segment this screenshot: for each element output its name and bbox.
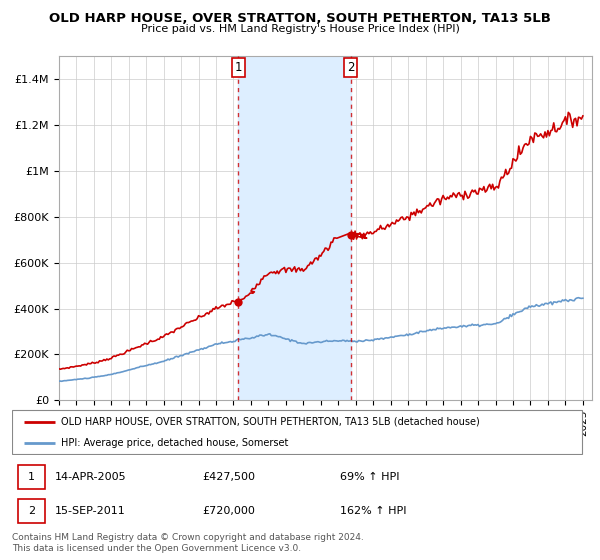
Text: OLD HARP HOUSE, OVER STRATTON, SOUTH PETHERTON, TA13 5LB (detached house): OLD HARP HOUSE, OVER STRATTON, SOUTH PET… bbox=[61, 417, 480, 427]
Text: 69% ↑ HPI: 69% ↑ HPI bbox=[340, 472, 400, 482]
Bar bbox=[238, 56, 351, 400]
Text: 1: 1 bbox=[28, 472, 35, 482]
Text: 14-APR-2005: 14-APR-2005 bbox=[55, 472, 127, 482]
Text: 15-SEP-2011: 15-SEP-2011 bbox=[55, 506, 126, 516]
Text: Contains HM Land Registry data © Crown copyright and database right 2024.
This d: Contains HM Land Registry data © Crown c… bbox=[12, 533, 364, 553]
Text: £720,000: £720,000 bbox=[202, 506, 255, 516]
Text: 1: 1 bbox=[235, 61, 242, 74]
Text: 2: 2 bbox=[28, 506, 35, 516]
Text: 2: 2 bbox=[347, 61, 355, 74]
Text: OLD HARP HOUSE, OVER STRATTON, SOUTH PETHERTON, TA13 5LB: OLD HARP HOUSE, OVER STRATTON, SOUTH PET… bbox=[49, 12, 551, 25]
Text: HPI: Average price, detached house, Somerset: HPI: Average price, detached house, Some… bbox=[61, 438, 289, 448]
Bar bbox=[18, 499, 46, 523]
Text: Price paid vs. HM Land Registry's House Price Index (HPI): Price paid vs. HM Land Registry's House … bbox=[140, 24, 460, 34]
Text: £427,500: £427,500 bbox=[202, 472, 255, 482]
Text: 162% ↑ HPI: 162% ↑ HPI bbox=[340, 506, 407, 516]
FancyBboxPatch shape bbox=[12, 410, 582, 454]
Bar bbox=[18, 465, 46, 489]
